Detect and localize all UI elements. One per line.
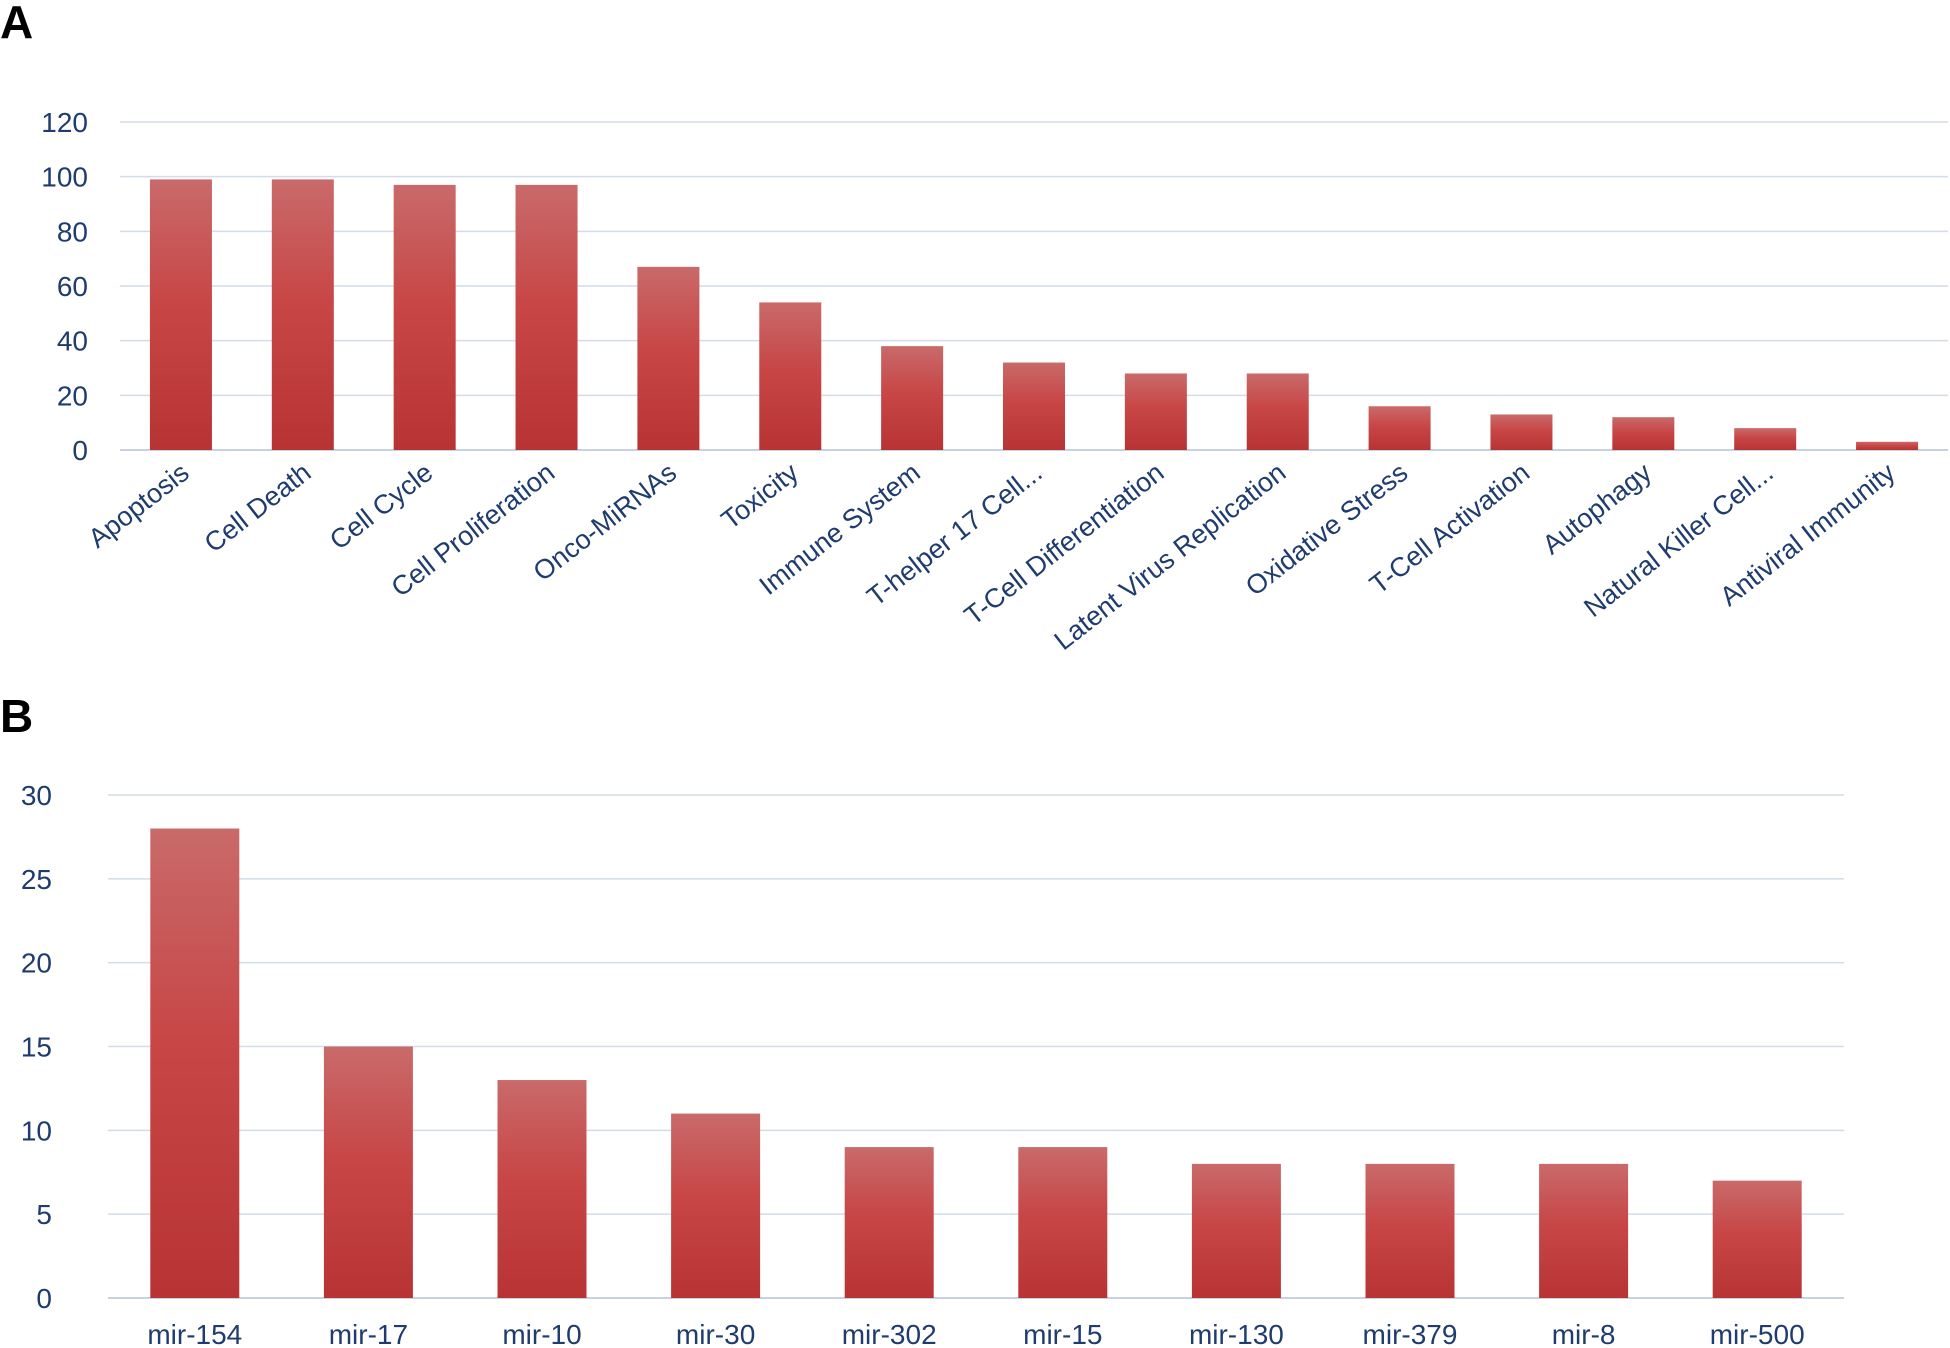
category-label-a-13: Autophagy [1537,457,1658,560]
category-label-a-1: Apoptosis [83,457,195,554]
y-tick-label-b-10: 10 [21,1115,52,1146]
bar-b-5 [844,1147,934,1298]
category-label-b-5: mir-302 [842,1319,937,1348]
y-tick-label-b-25: 25 [21,864,52,895]
bar-a-3 [393,184,456,450]
bar-a-11 [1368,406,1431,450]
bar-b-9 [1539,1163,1629,1298]
category-label-a-9: T-Cell Differentiation [959,457,1170,631]
bar-a-6 [759,302,822,450]
bar-a-10 [1246,373,1309,450]
category-label-b-3: mir-10 [502,1319,581,1348]
y-tick-label-a-100: 100 [41,162,88,193]
chart-b: 0 5 10 15 20 25 30 mir-154 mir-17 mir-10 mir-30 mir… [21,780,1844,1348]
category-label-b-1: mir-154 [147,1319,242,1348]
bar-b-7 [1191,1163,1281,1298]
y-tick-label-a-60: 60 [57,271,88,302]
y-tick-label-b-5: 5 [36,1199,52,1230]
bar-a-9 [1124,373,1187,450]
bar-b-4 [671,1113,761,1298]
category-label-b-10: mir-500 [1710,1319,1805,1348]
y-tick-label-a-20: 20 [57,380,88,411]
y-tick-label-a-80: 80 [57,216,88,247]
bar-b-8 [1365,1163,1455,1298]
bar-a-7 [881,346,944,450]
bar-a-4 [515,184,578,450]
bar-a-14 [1734,428,1797,450]
bar-a-1 [149,179,212,450]
bar-b-3 [497,1080,587,1298]
y-tick-label-b-0: 0 [36,1283,52,1314]
y-tick-label-a-0: 0 [72,435,88,466]
y-tick-label-b-30: 30 [21,780,52,811]
category-label-a-3: Cell Cycle [324,457,438,555]
y-tick-label-a-40: 40 [57,326,88,357]
category-label-b-8: mir-379 [1363,1319,1458,1348]
bar-a-15 [1856,441,1919,450]
category-label-a-10: Latent Virus Replication [1049,457,1292,656]
chart-a: 0 20 40 60 80 100 120 Apoptosis Cell Death Cell C… [41,107,1948,656]
bar-a-5 [637,266,700,450]
panel-a-letter: A [0,0,33,48]
y-tick-label-b-15: 15 [21,1032,52,1063]
bar-a-12 [1490,414,1553,450]
bar-b-1 [150,828,240,1298]
category-label-a-6: Toxicity [716,457,805,535]
category-label-b-7: mir-130 [1189,1319,1284,1348]
bar-a-2 [271,179,334,450]
bar-a-8 [1003,362,1065,450]
y-tick-label-b-20: 20 [21,948,52,979]
category-label-b-2: mir-17 [329,1319,408,1348]
category-label-b-9: mir-8 [1552,1319,1616,1348]
category-label-b-4: mir-30 [676,1319,755,1348]
bar-b-2 [323,1046,413,1298]
bar-a-13 [1612,417,1675,450]
panel-b-letter: B [0,690,33,742]
bar-b-10 [1712,1180,1802,1298]
category-label-b-6: mir-15 [1023,1319,1102,1348]
category-label-a-2: Cell Death [199,457,317,558]
y-tick-label-a-120: 120 [41,107,88,138]
bar-b-6 [1018,1147,1108,1298]
